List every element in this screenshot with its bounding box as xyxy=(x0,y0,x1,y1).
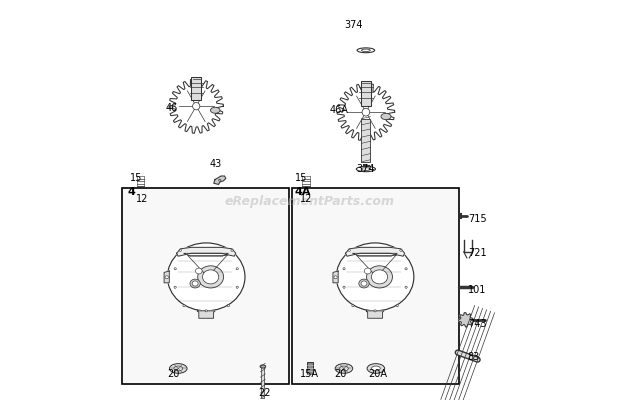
Text: 101: 101 xyxy=(467,284,486,294)
Text: 15: 15 xyxy=(130,172,142,182)
Text: 15: 15 xyxy=(295,172,308,182)
Ellipse shape xyxy=(371,366,380,371)
Ellipse shape xyxy=(356,167,376,172)
Text: 12: 12 xyxy=(136,194,148,203)
Bar xyxy=(122,188,290,384)
Ellipse shape xyxy=(174,286,176,289)
Polygon shape xyxy=(366,311,384,318)
Ellipse shape xyxy=(219,180,221,182)
Ellipse shape xyxy=(340,366,348,371)
Text: 743: 743 xyxy=(467,318,486,328)
Ellipse shape xyxy=(205,310,207,312)
Text: 20A: 20A xyxy=(369,368,388,378)
Ellipse shape xyxy=(174,268,176,270)
Text: 12: 12 xyxy=(300,194,312,203)
Bar xyxy=(307,363,313,375)
Bar xyxy=(261,367,265,399)
Polygon shape xyxy=(197,311,215,318)
Ellipse shape xyxy=(405,268,407,270)
Ellipse shape xyxy=(343,286,345,289)
Ellipse shape xyxy=(405,286,407,289)
FancyBboxPatch shape xyxy=(361,82,371,106)
Text: 46A: 46A xyxy=(329,105,348,115)
Ellipse shape xyxy=(396,305,398,307)
Text: 4A: 4A xyxy=(295,186,311,196)
Text: 721: 721 xyxy=(467,247,486,257)
Polygon shape xyxy=(169,80,223,134)
Ellipse shape xyxy=(357,49,374,54)
Text: 20: 20 xyxy=(334,368,347,378)
Text: 715: 715 xyxy=(467,213,486,223)
Ellipse shape xyxy=(192,281,198,286)
FancyBboxPatch shape xyxy=(192,78,201,101)
Text: 83: 83 xyxy=(467,352,480,362)
Text: 22: 22 xyxy=(259,387,271,397)
Ellipse shape xyxy=(203,270,219,284)
Polygon shape xyxy=(214,176,226,185)
Text: eReplacementParts.com: eReplacementParts.com xyxy=(225,194,395,207)
Polygon shape xyxy=(337,84,395,142)
Bar xyxy=(292,188,459,384)
Ellipse shape xyxy=(169,364,187,373)
Text: 43: 43 xyxy=(210,159,222,169)
Ellipse shape xyxy=(343,268,345,270)
Ellipse shape xyxy=(371,270,388,284)
Ellipse shape xyxy=(228,305,229,307)
Polygon shape xyxy=(164,271,169,283)
Ellipse shape xyxy=(374,310,376,312)
Text: 15A: 15A xyxy=(301,368,319,378)
Ellipse shape xyxy=(335,364,353,373)
Ellipse shape xyxy=(210,108,220,114)
Polygon shape xyxy=(459,313,473,327)
FancyBboxPatch shape xyxy=(361,119,371,162)
Ellipse shape xyxy=(367,364,384,373)
Ellipse shape xyxy=(260,365,266,368)
Text: 4: 4 xyxy=(128,186,136,196)
Text: 374: 374 xyxy=(356,164,375,174)
Ellipse shape xyxy=(348,250,350,252)
Ellipse shape xyxy=(190,279,200,288)
Polygon shape xyxy=(177,248,236,257)
Ellipse shape xyxy=(183,305,185,307)
Ellipse shape xyxy=(366,266,392,288)
Ellipse shape xyxy=(334,276,337,279)
Text: 20: 20 xyxy=(167,368,180,378)
Ellipse shape xyxy=(231,250,233,252)
Ellipse shape xyxy=(352,305,354,307)
Polygon shape xyxy=(333,271,338,283)
Ellipse shape xyxy=(336,243,414,311)
Text: 374: 374 xyxy=(344,20,363,30)
Ellipse shape xyxy=(362,109,370,117)
Ellipse shape xyxy=(167,243,245,311)
Ellipse shape xyxy=(381,114,391,120)
Text: 46: 46 xyxy=(166,103,178,113)
Ellipse shape xyxy=(359,279,369,288)
Ellipse shape xyxy=(198,266,224,288)
Ellipse shape xyxy=(195,268,202,274)
Ellipse shape xyxy=(236,286,238,289)
Ellipse shape xyxy=(365,268,371,274)
Ellipse shape xyxy=(236,268,238,270)
Ellipse shape xyxy=(179,250,182,252)
Ellipse shape xyxy=(400,250,402,252)
Ellipse shape xyxy=(361,281,367,286)
Ellipse shape xyxy=(165,276,169,279)
Polygon shape xyxy=(345,248,405,257)
Ellipse shape xyxy=(193,103,200,111)
Ellipse shape xyxy=(174,366,183,371)
